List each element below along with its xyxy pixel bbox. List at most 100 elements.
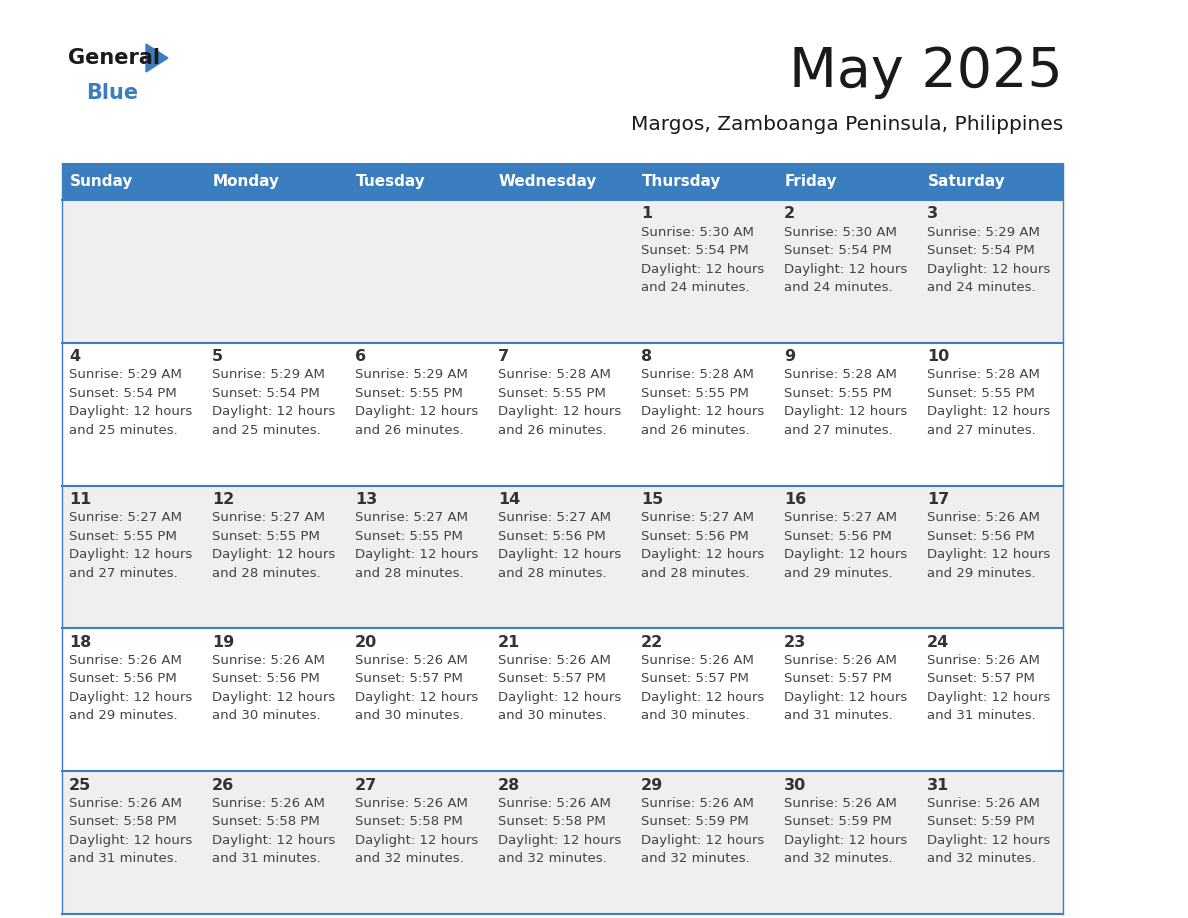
Text: Sunset: 5:55 PM: Sunset: 5:55 PM bbox=[211, 530, 320, 543]
Text: Sunset: 5:54 PM: Sunset: 5:54 PM bbox=[927, 244, 1035, 257]
Text: and 32 minutes.: and 32 minutes. bbox=[784, 852, 892, 865]
Text: Sunrise: 5:30 AM: Sunrise: 5:30 AM bbox=[642, 226, 754, 239]
Text: Daylight: 12 hours: Daylight: 12 hours bbox=[69, 691, 192, 704]
Text: and 31 minutes.: and 31 minutes. bbox=[69, 852, 178, 865]
Text: 5: 5 bbox=[211, 350, 223, 364]
Text: Sunset: 5:54 PM: Sunset: 5:54 PM bbox=[211, 386, 320, 400]
Text: and 27 minutes.: and 27 minutes. bbox=[927, 424, 1036, 437]
Text: Sunrise: 5:26 AM: Sunrise: 5:26 AM bbox=[69, 797, 182, 810]
Text: and 31 minutes.: and 31 minutes. bbox=[927, 710, 1036, 722]
Bar bbox=[62, 629, 206, 771]
Text: and 32 minutes.: and 32 minutes. bbox=[355, 852, 463, 865]
Text: and 32 minutes.: and 32 minutes. bbox=[498, 852, 607, 865]
Text: Sunrise: 5:27 AM: Sunrise: 5:27 AM bbox=[642, 511, 754, 524]
Text: 18: 18 bbox=[69, 635, 91, 650]
Text: Daylight: 12 hours: Daylight: 12 hours bbox=[784, 834, 908, 846]
Text: Sunset: 5:57 PM: Sunset: 5:57 PM bbox=[784, 672, 892, 686]
Text: Sunrise: 5:26 AM: Sunrise: 5:26 AM bbox=[69, 654, 182, 666]
Text: Blue: Blue bbox=[86, 83, 138, 103]
Bar bbox=[491, 342, 634, 486]
Text: Daylight: 12 hours: Daylight: 12 hours bbox=[927, 263, 1050, 275]
Text: 23: 23 bbox=[784, 635, 807, 650]
Text: Daylight: 12 hours: Daylight: 12 hours bbox=[927, 548, 1050, 561]
Text: Sunset: 5:59 PM: Sunset: 5:59 PM bbox=[642, 815, 748, 828]
Bar bbox=[62, 163, 206, 200]
Text: Sunrise: 5:27 AM: Sunrise: 5:27 AM bbox=[784, 511, 897, 524]
Bar bbox=[206, 200, 348, 342]
Text: Thursday: Thursday bbox=[642, 174, 721, 189]
Bar bbox=[62, 771, 206, 914]
Text: Monday: Monday bbox=[213, 174, 280, 189]
Bar bbox=[348, 342, 491, 486]
Text: 4: 4 bbox=[69, 350, 80, 364]
Bar bbox=[777, 200, 920, 342]
Text: and 30 minutes.: and 30 minutes. bbox=[211, 710, 321, 722]
Bar bbox=[920, 629, 1063, 771]
Bar bbox=[634, 163, 777, 200]
Text: and 29 minutes.: and 29 minutes. bbox=[927, 566, 1036, 579]
Bar bbox=[920, 771, 1063, 914]
Text: May 2025: May 2025 bbox=[789, 45, 1063, 99]
Text: Daylight: 12 hours: Daylight: 12 hours bbox=[784, 406, 908, 419]
Text: 28: 28 bbox=[498, 778, 520, 793]
Bar bbox=[777, 163, 920, 200]
Bar bbox=[206, 163, 348, 200]
Text: Sunrise: 5:27 AM: Sunrise: 5:27 AM bbox=[69, 511, 182, 524]
Text: Sunrise: 5:26 AM: Sunrise: 5:26 AM bbox=[498, 654, 611, 666]
Text: 30: 30 bbox=[784, 778, 807, 793]
Bar bbox=[491, 163, 634, 200]
Text: Daylight: 12 hours: Daylight: 12 hours bbox=[642, 691, 764, 704]
Text: Sunrise: 5:26 AM: Sunrise: 5:26 AM bbox=[642, 654, 754, 666]
Text: Sunrise: 5:29 AM: Sunrise: 5:29 AM bbox=[355, 368, 468, 381]
Bar bbox=[920, 163, 1063, 200]
Text: and 27 minutes.: and 27 minutes. bbox=[69, 566, 178, 579]
Text: 19: 19 bbox=[211, 635, 234, 650]
Bar bbox=[920, 486, 1063, 629]
Text: Sunrise: 5:26 AM: Sunrise: 5:26 AM bbox=[498, 797, 611, 810]
Text: Daylight: 12 hours: Daylight: 12 hours bbox=[784, 263, 908, 275]
Text: and 31 minutes.: and 31 minutes. bbox=[784, 710, 892, 722]
Text: 17: 17 bbox=[927, 492, 949, 507]
Text: Sunset: 5:57 PM: Sunset: 5:57 PM bbox=[642, 672, 748, 686]
Bar bbox=[206, 342, 348, 486]
Text: Sunrise: 5:29 AM: Sunrise: 5:29 AM bbox=[927, 226, 1040, 239]
Text: 2: 2 bbox=[784, 207, 795, 221]
Text: Sunrise: 5:27 AM: Sunrise: 5:27 AM bbox=[355, 511, 468, 524]
Bar bbox=[491, 200, 634, 342]
Text: 31: 31 bbox=[927, 778, 949, 793]
Text: 27: 27 bbox=[355, 778, 378, 793]
Text: Sunrise: 5:29 AM: Sunrise: 5:29 AM bbox=[211, 368, 324, 381]
Text: General: General bbox=[68, 48, 160, 68]
Text: 11: 11 bbox=[69, 492, 91, 507]
Bar bbox=[634, 771, 777, 914]
Text: Sunset: 5:56 PM: Sunset: 5:56 PM bbox=[784, 530, 892, 543]
Text: Sunrise: 5:27 AM: Sunrise: 5:27 AM bbox=[498, 511, 611, 524]
Text: Daylight: 12 hours: Daylight: 12 hours bbox=[498, 834, 621, 846]
Bar bbox=[634, 200, 777, 342]
Text: Sunset: 5:56 PM: Sunset: 5:56 PM bbox=[927, 530, 1035, 543]
Bar bbox=[348, 200, 491, 342]
Text: and 25 minutes.: and 25 minutes. bbox=[211, 424, 321, 437]
Text: 29: 29 bbox=[642, 778, 663, 793]
Text: Sunset: 5:54 PM: Sunset: 5:54 PM bbox=[642, 244, 748, 257]
Text: 10: 10 bbox=[927, 350, 949, 364]
Text: Daylight: 12 hours: Daylight: 12 hours bbox=[927, 834, 1050, 846]
Bar bbox=[920, 200, 1063, 342]
Text: Sunrise: 5:26 AM: Sunrise: 5:26 AM bbox=[784, 797, 897, 810]
Bar bbox=[348, 486, 491, 629]
Bar bbox=[777, 629, 920, 771]
Bar bbox=[634, 486, 777, 629]
Bar bbox=[62, 342, 206, 486]
Text: 21: 21 bbox=[498, 635, 520, 650]
Text: and 28 minutes.: and 28 minutes. bbox=[355, 566, 463, 579]
Bar bbox=[348, 771, 491, 914]
Text: Sunrise: 5:26 AM: Sunrise: 5:26 AM bbox=[927, 654, 1040, 666]
Text: Sunrise: 5:26 AM: Sunrise: 5:26 AM bbox=[927, 797, 1040, 810]
Text: Sunset: 5:58 PM: Sunset: 5:58 PM bbox=[355, 815, 463, 828]
Text: Sunday: Sunday bbox=[70, 174, 133, 189]
Bar bbox=[491, 771, 634, 914]
Text: Daylight: 12 hours: Daylight: 12 hours bbox=[642, 548, 764, 561]
Text: Sunset: 5:59 PM: Sunset: 5:59 PM bbox=[927, 815, 1035, 828]
Bar bbox=[348, 629, 491, 771]
Text: 6: 6 bbox=[355, 350, 366, 364]
